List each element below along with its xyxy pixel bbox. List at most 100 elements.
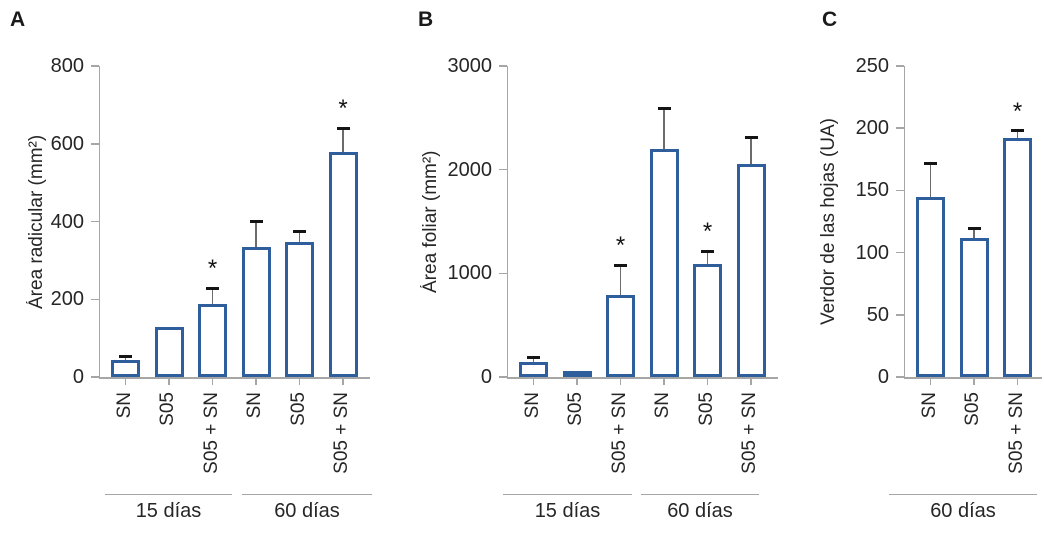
group-line	[105, 494, 232, 495]
y-tick-label: 400	[50, 210, 84, 233]
y-axis-title: Área foliar (mm²)	[420, 150, 441, 293]
group-line	[641, 494, 759, 495]
bar	[241, 246, 271, 377]
y-tick-label: 200	[855, 117, 889, 140]
x-tick-mark	[663, 377, 665, 385]
y-axis-line	[506, 66, 508, 379]
significance-asterisk: *	[1012, 97, 1023, 125]
x-tick-mark	[750, 377, 752, 385]
error-bar-stem	[532, 357, 535, 362]
y-tick-label: 250	[855, 55, 889, 77]
x-category-label: S05	[565, 392, 586, 426]
group-label: 60 días	[667, 500, 733, 522]
bar	[959, 237, 989, 377]
y-tick-mark	[90, 220, 99, 223]
x-axis-line	[903, 377, 1042, 379]
error-bar-cap	[527, 355, 540, 359]
x-tick-mark	[255, 377, 257, 385]
error-bar-cap	[744, 135, 758, 139]
x-category-label: S05 + SN	[739, 392, 760, 474]
error-bar-cap	[293, 230, 306, 234]
error-bar-cap	[657, 107, 671, 110]
y-tick-mark	[895, 376, 904, 378]
error-bar-cap	[967, 227, 981, 231]
error-bar-stem	[1016, 130, 1019, 139]
x-category-label: SN	[918, 392, 940, 419]
group-line	[889, 494, 1037, 495]
bar	[519, 361, 548, 377]
x-category-label: S05	[287, 392, 309, 426]
bar	[736, 164, 766, 377]
group-label: 60 días	[274, 500, 340, 522]
error-bar-cap	[701, 249, 714, 253]
y-tick-mark	[895, 251, 904, 254]
panel-letter: A	[10, 8, 26, 31]
y-tick-mark	[895, 189, 904, 192]
error-bar-stem	[750, 137, 752, 165]
x-tick-mark	[576, 377, 578, 385]
y-axis-line	[98, 66, 100, 379]
y-tick-mark	[90, 376, 99, 378]
x-tick-mark	[1016, 377, 1019, 385]
x-tick-mark	[532, 377, 535, 385]
error-bar-cap	[206, 286, 219, 290]
group-label: 15 días	[135, 500, 202, 522]
x-tick-mark	[706, 377, 709, 385]
error-bar-stem	[706, 251, 709, 264]
y-tick-label: 200	[50, 288, 84, 311]
x-tick-mark	[619, 377, 622, 385]
panel-letter: B	[418, 8, 434, 31]
x-tick-mark	[168, 377, 170, 385]
bar	[1003, 138, 1032, 377]
y-tick-label: 0	[72, 366, 84, 388]
error-bar-stem	[124, 356, 127, 360]
error-bar-cap	[119, 354, 132, 358]
y-tick-label: 1000	[447, 262, 493, 285]
x-category-label: SN	[113, 392, 135, 419]
x-tick-mark	[298, 377, 301, 385]
x-tick-mark	[973, 377, 975, 385]
x-category-label: S05 + SN	[200, 392, 222, 474]
y-tick-label: 2000	[447, 158, 493, 181]
significance-asterisk: *	[338, 95, 348, 123]
y-tick-label: 800	[50, 55, 84, 77]
x-tick-mark	[124, 377, 127, 385]
error-bar-stem	[619, 265, 622, 296]
bar	[916, 196, 945, 377]
error-bar-cap	[924, 161, 937, 165]
x-tick-mark	[929, 377, 932, 385]
y-tick-label: 50	[866, 303, 889, 326]
x-tick-mark	[211, 377, 214, 385]
error-bar-stem	[929, 163, 932, 197]
panel-letter: C	[822, 8, 838, 31]
y-tick-mark	[895, 65, 904, 67]
x-category-label: S05	[157, 392, 178, 426]
error-bar-stem	[342, 128, 344, 153]
bar	[154, 327, 184, 377]
bar	[285, 241, 314, 377]
x-category-label: S05 + SN	[331, 392, 352, 474]
y-tick-mark	[895, 127, 904, 129]
bar	[649, 148, 679, 377]
error-bar-stem	[298, 231, 301, 242]
x-category-label: S05	[962, 392, 983, 426]
bar	[693, 264, 722, 377]
y-tick-mark	[498, 168, 507, 171]
y-axis-line	[903, 66, 905, 379]
x-category-label: SN	[521, 392, 543, 419]
y-tick-label: 150	[855, 179, 889, 202]
x-tick-mark	[342, 377, 344, 385]
x-category-label: SN	[652, 392, 673, 419]
error-bar-stem	[663, 108, 665, 149]
y-tick-mark	[498, 272, 507, 275]
y-tick-label: 0	[480, 366, 492, 388]
y-tick-label: 100	[855, 241, 889, 264]
bar	[562, 371, 592, 378]
error-bar-stem	[255, 221, 257, 247]
x-category-label: SN	[244, 392, 265, 419]
bar	[606, 295, 635, 377]
bar	[198, 303, 227, 377]
x-category-label: S05	[695, 392, 717, 426]
y-tick-mark	[90, 65, 99, 67]
